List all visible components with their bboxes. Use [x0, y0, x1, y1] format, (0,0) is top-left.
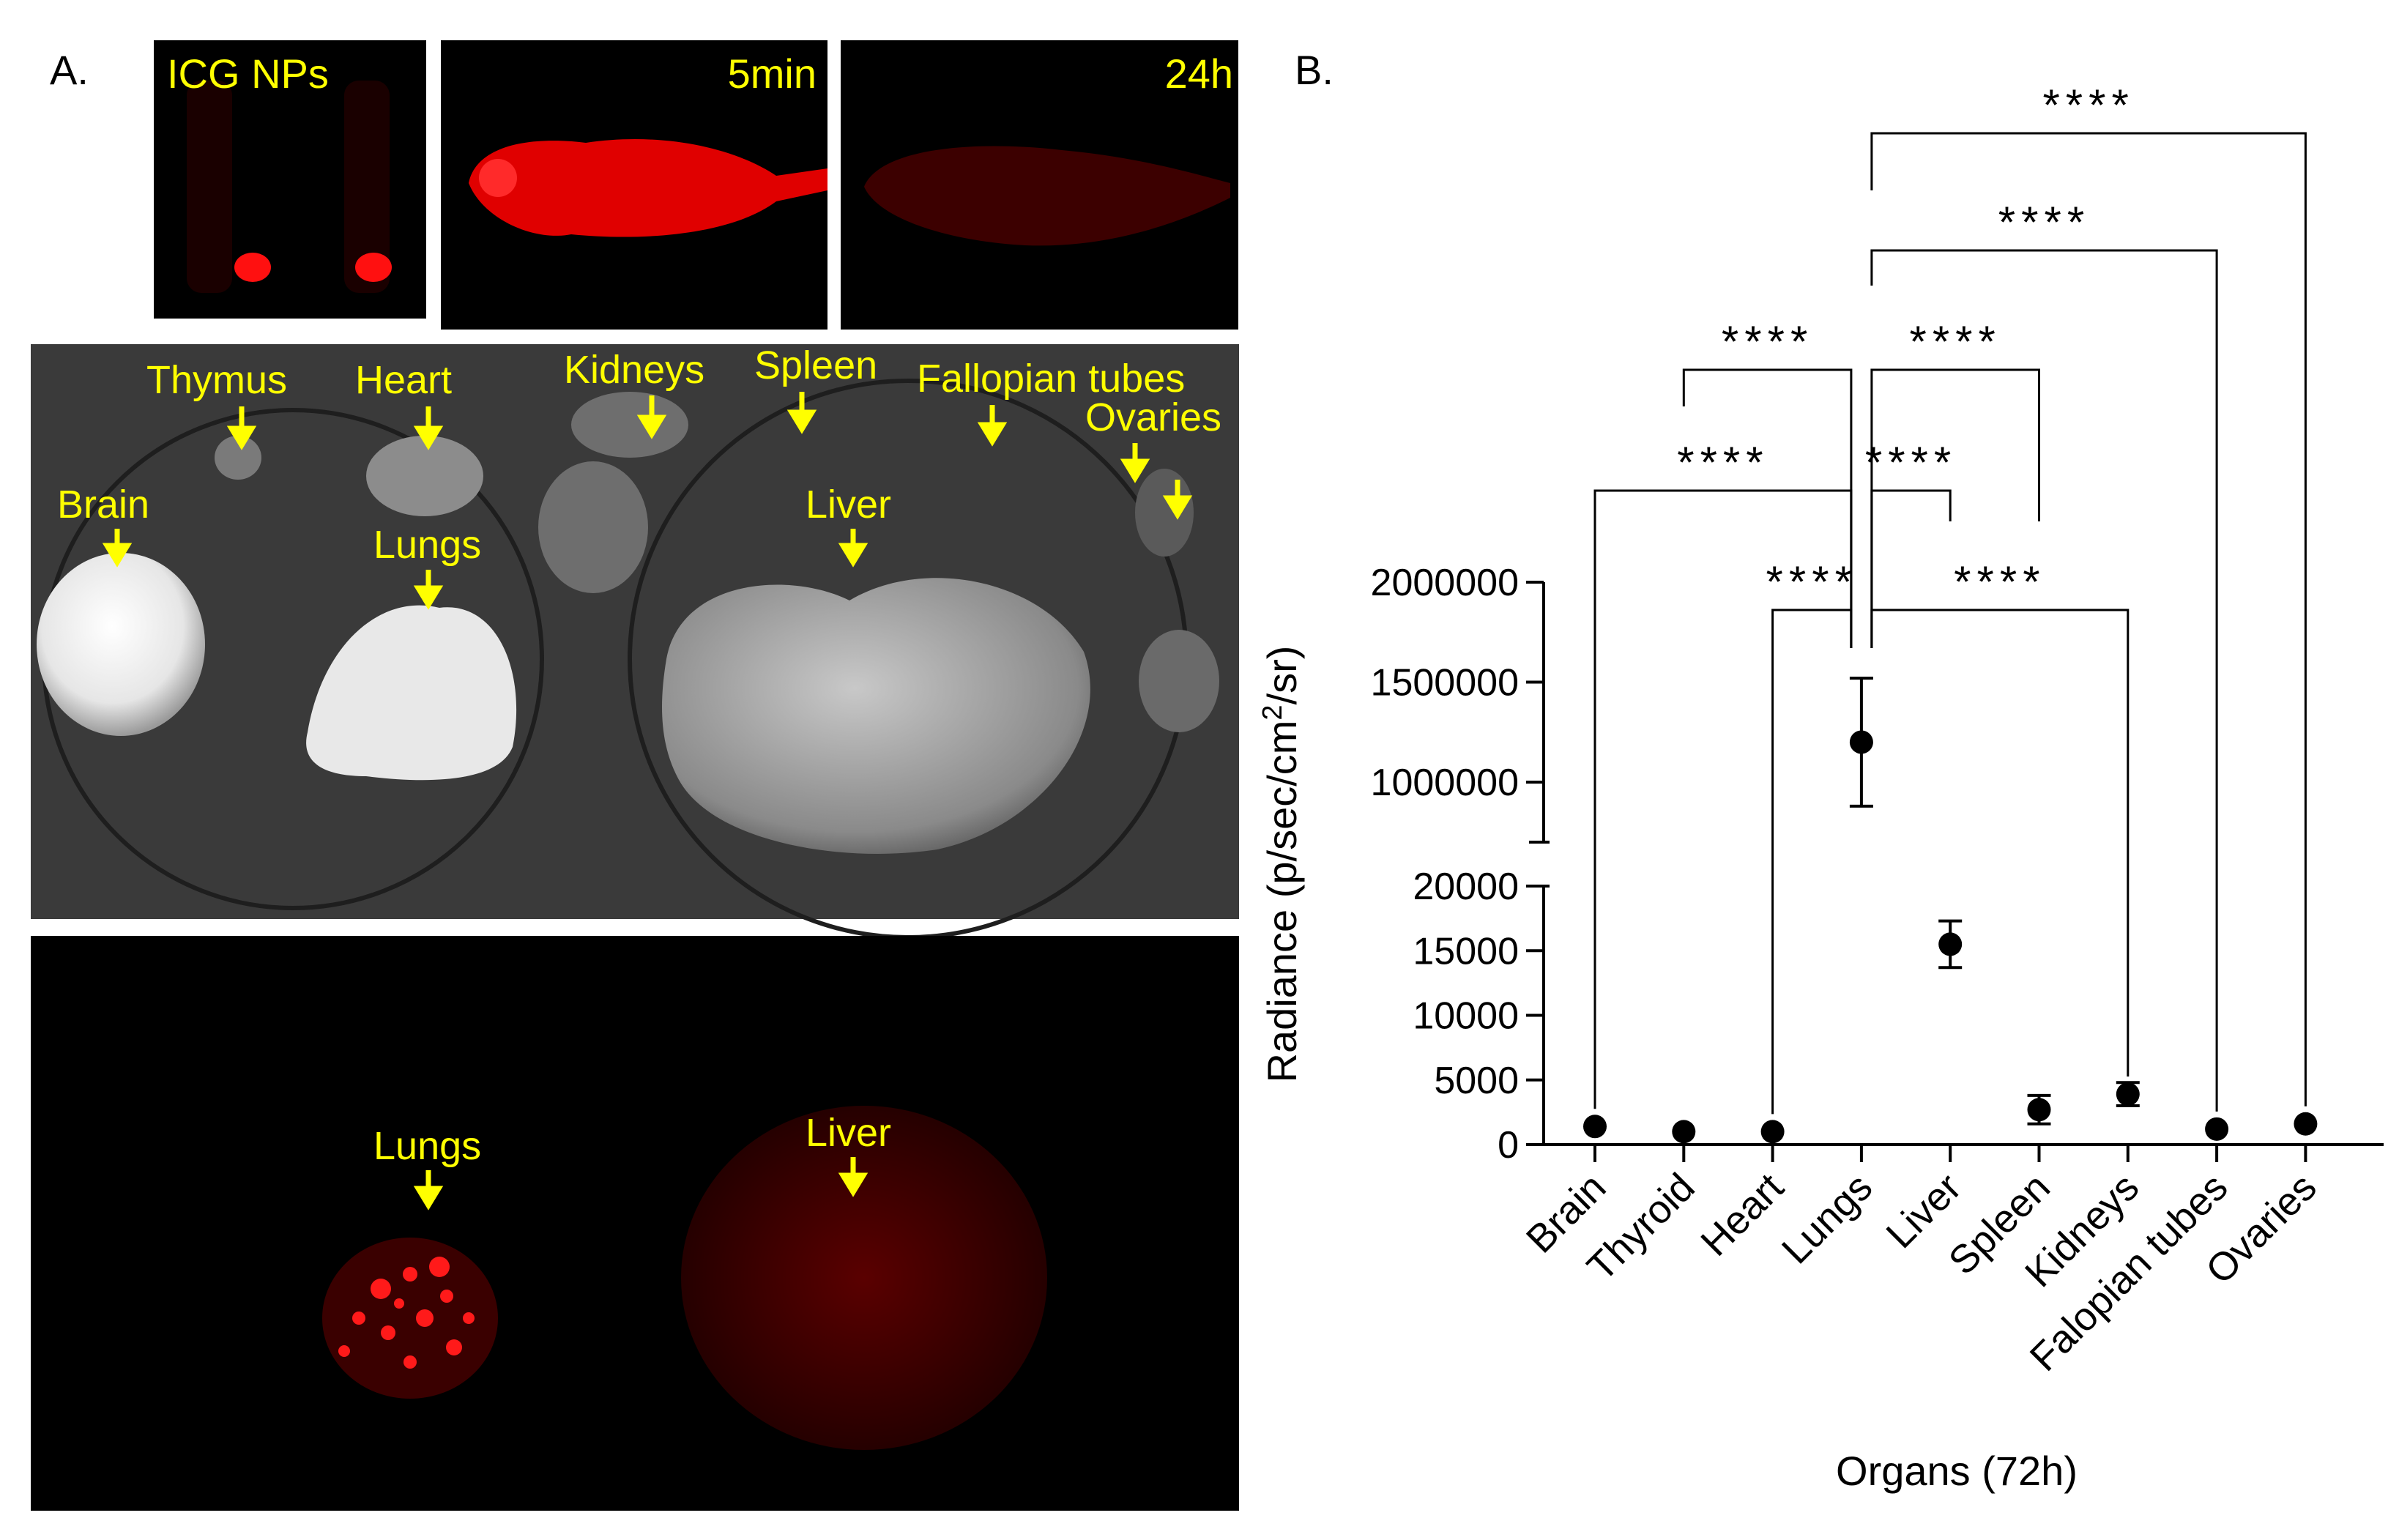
significance-bracket — [1870, 489, 1952, 648]
label-lungs-fluor: Lungs — [373, 1124, 481, 1168]
label-5min: 5min — [728, 51, 817, 97]
data-point — [1583, 1115, 1607, 1139]
label-heart: Heart — [355, 358, 452, 402]
fluor-arrows — [413, 1157, 869, 1210]
y-axis-title: Radiance (p/sec/cm2/sr) — [1257, 646, 1305, 1083]
x-tick-label: Heart — [1692, 1165, 1792, 1265]
significance-label: **** — [2042, 81, 2134, 130]
label-liver-fluor: Liver — [806, 1111, 891, 1155]
fluor-labels: Lungs Liver — [373, 1111, 891, 1168]
significance-label: **** — [1722, 317, 1813, 366]
data-point — [2205, 1117, 2229, 1141]
label-kidneys: Kidneys — [564, 348, 704, 392]
significance-bracket — [1593, 489, 1853, 1109]
y-tick-label: 10000 — [1413, 995, 1519, 1038]
significance-bracket — [1771, 609, 1853, 1115]
data-point — [1849, 730, 1873, 754]
y-tick-label: 15000 — [1413, 930, 1519, 972]
mouse-24h-image — [841, 40, 1238, 330]
label-fallopian-tubes: Fallopian tubes — [917, 357, 1185, 401]
fluorescence-image — [31, 936, 1239, 1511]
data-point — [2027, 1098, 2051, 1122]
significance-bracket — [1870, 132, 2307, 1106]
significance-bracket — [1870, 609, 2130, 1077]
label-ovaries: Ovaries — [1085, 395, 1221, 439]
organ-arrows — [102, 392, 1193, 610]
significance-label: **** — [1909, 317, 2001, 366]
label-liver-photo: Liver — [806, 483, 891, 527]
y-tick-label: 5000 — [1434, 1060, 1519, 1102]
label-icg-nps: ICG NPs — [167, 51, 329, 97]
icg-nps-image — [154, 40, 426, 319]
organs-photo — [31, 344, 1239, 940]
data-point — [2116, 1082, 2140, 1106]
significance-label: **** — [1998, 198, 2090, 247]
x-axis-title: Organs (72h) — [1836, 1448, 2078, 1494]
y-tick-label: 1500000 — [1371, 662, 1519, 704]
significance-bracket — [1870, 249, 2218, 1112]
y-tick-label: 0 — [1498, 1124, 1519, 1167]
label-spleen: Spleen — [754, 343, 877, 387]
data-point — [1760, 1120, 1785, 1144]
x-tick-label: Lungs — [1774, 1165, 1881, 1272]
significance-label: **** — [1766, 557, 1858, 606]
significance-bracket — [1870, 368, 2040, 648]
label-lungs-photo: Lungs — [373, 523, 481, 567]
panel-b-label: B. — [1295, 47, 1334, 93]
significance-label: **** — [1677, 438, 1768, 487]
label-thymus: Thymus — [146, 358, 287, 402]
data-point — [2294, 1112, 2318, 1136]
organ-labels: Thymus Heart Kidneys Spleen Fallopian tu… — [57, 343, 1221, 567]
data-point — [1938, 932, 1963, 956]
label-brain: Brain — [57, 483, 149, 527]
label-24h: 24h — [1165, 51, 1233, 97]
chart-plot: 0 5000 10000 15000 20000 1000000 1500000 200000… — [1371, 81, 2384, 1380]
significance-label: **** — [1954, 557, 2045, 606]
y-tick-label: 1000000 — [1371, 762, 1519, 804]
significance-bracket — [1682, 368, 1853, 648]
significance-label: **** — [1865, 438, 1957, 487]
panel-a-label: A. — [50, 47, 89, 93]
y-tick-label: 2000000 — [1371, 562, 1519, 604]
mouse-5min-image — [441, 40, 827, 330]
data-point — [1672, 1120, 1696, 1144]
y-tick-label: 20000 — [1413, 866, 1519, 908]
